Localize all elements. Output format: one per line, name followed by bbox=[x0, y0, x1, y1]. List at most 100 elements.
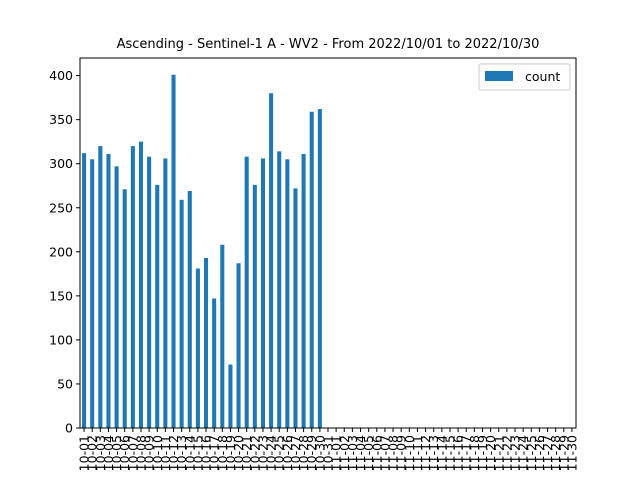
x-tick-label: 11-24 bbox=[516, 435, 531, 471]
x-tick-label: 10-07 bbox=[125, 435, 140, 471]
x-tick-label: 11-11 bbox=[410, 435, 425, 471]
bar-10-19 bbox=[228, 364, 233, 428]
x-tick-label: 11-17 bbox=[459, 435, 474, 471]
bar-10-30 bbox=[317, 109, 322, 428]
x-tick-label: 11-30 bbox=[564, 435, 579, 471]
bar-10-09 bbox=[147, 156, 152, 429]
x-tick-label: 10-21 bbox=[239, 435, 254, 471]
x-tick-label: 10-10 bbox=[150, 435, 165, 471]
x-tick-label: 11-20 bbox=[483, 435, 498, 471]
x-tick-label: 11-14 bbox=[434, 435, 449, 471]
bar-10-02 bbox=[90, 159, 95, 428]
bar-10-21 bbox=[244, 156, 249, 429]
x-tick-label: 10-09 bbox=[142, 435, 157, 471]
bar-10-17 bbox=[212, 298, 217, 428]
x-tick-label: 10-04 bbox=[101, 435, 116, 471]
x-tick-label: 11-03 bbox=[345, 435, 360, 471]
bar-10-22 bbox=[252, 184, 257, 428]
x-tick-label: 11-02 bbox=[337, 435, 352, 471]
bar-10-14 bbox=[187, 191, 192, 428]
x-tick-label: 10-27 bbox=[288, 435, 303, 471]
x-tick-label: 10-01 bbox=[77, 435, 92, 471]
bar-10-18 bbox=[220, 244, 225, 428]
y-tick-label: 100 bbox=[49, 332, 73, 347]
y-axis: 0 50 100 150 200 250 300 350 400 bbox=[49, 68, 80, 436]
x-tick-label: 10-15 bbox=[190, 435, 205, 471]
bar-10-08 bbox=[138, 141, 144, 428]
x-tick-label: 11-21 bbox=[491, 435, 506, 471]
bar-10-06 bbox=[122, 189, 127, 428]
bar-10-11 bbox=[163, 158, 168, 428]
x-tick-label: 10-16 bbox=[199, 435, 214, 471]
chart-title: Ascending - Sentinel-1 A - WV2 - From 20… bbox=[117, 37, 540, 52]
y-tick-label: 300 bbox=[49, 156, 73, 171]
bar-10-25 bbox=[277, 151, 282, 428]
bar-10-24 bbox=[269, 93, 274, 429]
y-tick-label: 250 bbox=[49, 200, 73, 215]
bar-10-04 bbox=[106, 154, 111, 428]
x-tick-label: 10-17 bbox=[207, 435, 222, 471]
legend-box bbox=[478, 63, 571, 91]
bar-10-23 bbox=[260, 158, 265, 428]
x-tick-label: 11-26 bbox=[532, 435, 547, 471]
bar-10-10 bbox=[155, 184, 160, 428]
bar-10-07 bbox=[130, 146, 135, 428]
x-tick-label: 10-25 bbox=[272, 435, 287, 471]
x-tick-label: 11-08 bbox=[386, 435, 401, 471]
x-tick-label: 11-29 bbox=[556, 435, 571, 471]
x-tick-label: 11-27 bbox=[540, 435, 555, 471]
x-tick-label: 10-12 bbox=[166, 435, 181, 471]
x-tick-label: 10-05 bbox=[109, 435, 124, 471]
y-tick-label: 50 bbox=[57, 376, 73, 391]
bar-10-28 bbox=[301, 154, 306, 428]
x-axis: 10-0110-0210-0310-0410-0510-0610-0710-08… bbox=[77, 428, 579, 471]
x-tick-label: 11-10 bbox=[402, 435, 417, 471]
x-tick-label: 11-01 bbox=[329, 435, 344, 471]
x-tick-label: 11-25 bbox=[524, 435, 539, 471]
legend-swatch bbox=[485, 71, 513, 81]
x-tick-label: 10-24 bbox=[264, 435, 279, 471]
x-tick-label: 11-09 bbox=[394, 435, 409, 471]
x-tick-label: 10-28 bbox=[296, 435, 311, 471]
y-tick-label: 150 bbox=[49, 288, 73, 303]
x-tick-label: 10-30 bbox=[312, 435, 327, 471]
x-tick-label: 11-05 bbox=[361, 435, 376, 471]
x-tick-label: 10-19 bbox=[223, 435, 238, 471]
y-tick-label: 350 bbox=[49, 112, 73, 127]
x-tick-label: 10-14 bbox=[182, 435, 197, 471]
x-tick-label: 11-15 bbox=[442, 435, 457, 471]
bar-10-15 bbox=[195, 268, 200, 428]
bar-10-16 bbox=[204, 257, 209, 428]
bar-10-12 bbox=[171, 74, 176, 429]
bar-10-01 bbox=[82, 153, 87, 428]
bars-group bbox=[82, 74, 322, 429]
x-tick-label: 11-06 bbox=[369, 435, 384, 471]
x-tick-label: 11-13 bbox=[426, 435, 441, 471]
x-tick-label: 11-16 bbox=[451, 435, 466, 471]
x-tick-label: 10-22 bbox=[247, 435, 262, 471]
bar-10-29 bbox=[309, 111, 314, 429]
x-tick-label: 11-28 bbox=[548, 435, 563, 471]
x-tick-label: 10-08 bbox=[133, 435, 148, 471]
bar-10-20 bbox=[236, 263, 241, 428]
x-tick-label: 10-06 bbox=[117, 435, 132, 471]
x-tick-label: 10-29 bbox=[304, 435, 319, 471]
x-tick-label: 10-11 bbox=[158, 435, 173, 471]
x-tick-label: 11-19 bbox=[475, 435, 490, 471]
y-tick-label: 200 bbox=[49, 244, 73, 259]
x-tick-label: 10-23 bbox=[255, 435, 270, 471]
bar-10-13 bbox=[179, 199, 184, 428]
x-tick-label: 11-07 bbox=[377, 435, 392, 471]
bar-10-05 bbox=[114, 166, 119, 429]
x-tick-label: 10-13 bbox=[174, 435, 189, 471]
x-tick-label: 11-23 bbox=[508, 435, 523, 471]
y-tick-label: 400 bbox=[49, 68, 73, 83]
x-tick-label: 10-31 bbox=[321, 435, 336, 471]
x-tick-label: 11-12 bbox=[418, 435, 433, 471]
x-tick-label: 11-22 bbox=[499, 435, 514, 471]
x-tick-label: 10-18 bbox=[215, 435, 230, 471]
bar-10-26 bbox=[285, 159, 290, 428]
x-tick-label: 11-18 bbox=[467, 435, 482, 471]
legend-label-count: count bbox=[525, 69, 560, 84]
